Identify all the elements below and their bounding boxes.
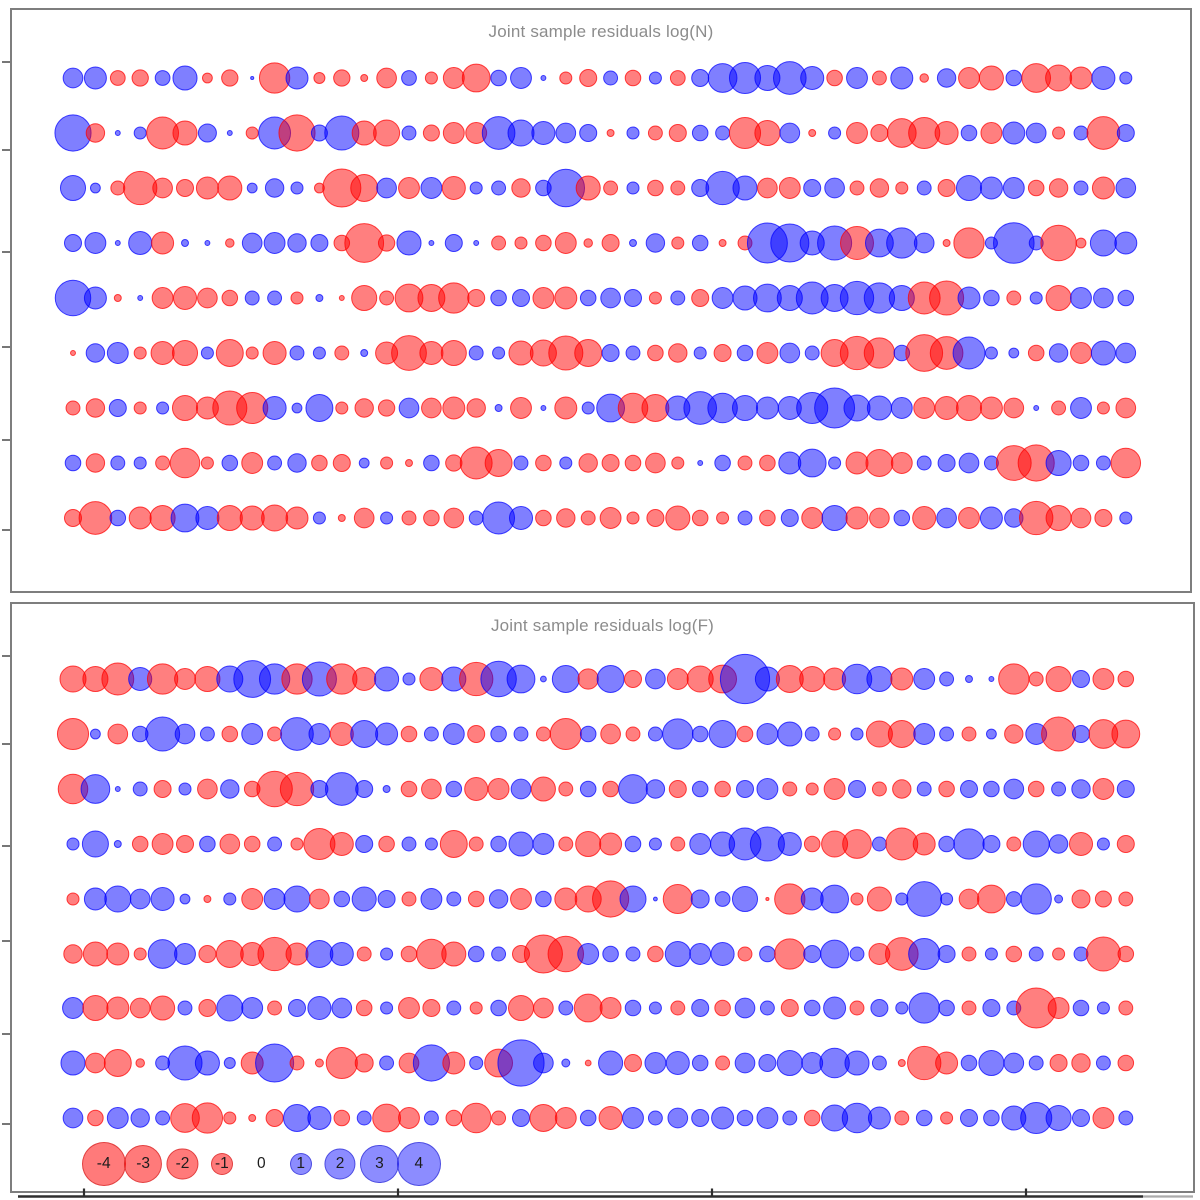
legend-bubble-pos2	[324, 1148, 356, 1180]
legend-bubble-neg2	[166, 1148, 199, 1180]
legend-bubble-pos1	[289, 1153, 312, 1175]
panel-log-f-title: Joint sample residuals log(F)	[490, 616, 715, 635]
legend-bubble-neg4	[81, 1142, 126, 1186]
legend-bubble-neg1	[210, 1153, 233, 1175]
panel-log-f: Joint sample residuals log(F)	[10, 602, 1195, 1193]
panel-log-n: Joint sample residuals log(N)	[10, 8, 1192, 593]
legend-label: 0	[256, 1155, 266, 1172]
legend-item-pos2: 2	[320, 1140, 359, 1188]
legend-bubble-neg3	[124, 1144, 163, 1184]
legend-label: 4	[414, 1155, 424, 1172]
legend-item-neg4: -4	[81, 1140, 126, 1188]
legend-item-zero: 0	[242, 1140, 281, 1188]
legend-item-neg3: -3	[123, 1140, 163, 1188]
legend-item-pos4: 4	[396, 1140, 441, 1188]
legend-label: -3	[136, 1155, 150, 1172]
legend-label: 2	[335, 1155, 345, 1172]
legend-bubble-pos4	[396, 1142, 441, 1186]
panel-log-n-title: Joint sample residuals log(N)	[488, 22, 714, 41]
legend-label: -2	[175, 1155, 190, 1172]
legend-item-pos3: 3	[360, 1140, 399, 1188]
legend-label: 1	[296, 1155, 305, 1172]
legend-item-neg2: -2	[163, 1140, 202, 1188]
legend-item-neg1: -1	[202, 1140, 241, 1188]
legend-item-pos1: 1	[281, 1140, 320, 1188]
legend-label: 3	[375, 1155, 384, 1172]
legend-label: -1	[214, 1155, 229, 1172]
legend-label: -4	[96, 1155, 111, 1172]
size-legend: -4 -3 -2 -1 0 1 2 3 4	[81, 1140, 441, 1188]
